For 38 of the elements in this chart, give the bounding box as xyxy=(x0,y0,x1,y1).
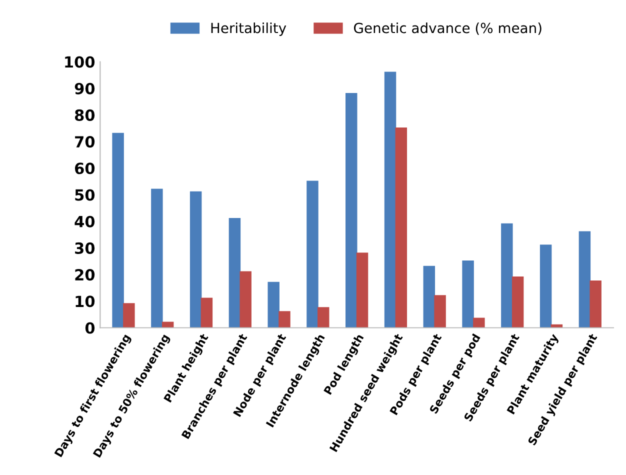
legend-label: Genetic advance (% mean) xyxy=(354,22,542,35)
bar xyxy=(268,282,280,328)
bar xyxy=(318,307,330,328)
bar xyxy=(434,295,446,328)
y-tick-label: 100 xyxy=(65,56,95,68)
bar xyxy=(590,280,602,328)
bar xyxy=(395,128,408,328)
bar xyxy=(240,271,252,328)
bar xyxy=(190,191,202,328)
y-tick-label: 0 xyxy=(85,322,95,334)
bar xyxy=(162,322,174,328)
bar xyxy=(473,318,485,328)
y-tick-label: 40 xyxy=(74,216,95,228)
bar xyxy=(384,72,396,328)
y-tick-label: 80 xyxy=(74,109,95,121)
bar xyxy=(578,231,591,328)
y-tick-label: 20 xyxy=(75,269,95,281)
y-tick-label: 70 xyxy=(75,136,95,148)
bar xyxy=(512,276,524,328)
bar xyxy=(501,223,513,328)
y-tick-label: 90 xyxy=(74,82,95,94)
y-tick-label: 50 xyxy=(75,189,95,201)
bar xyxy=(151,188,163,328)
bar xyxy=(228,218,241,328)
bar xyxy=(356,252,368,328)
y-tick-label: 60 xyxy=(74,162,95,174)
legend-label: Heritability xyxy=(211,22,286,36)
y-tick-label: 10 xyxy=(76,296,95,308)
bar xyxy=(123,303,135,328)
bar xyxy=(462,260,474,328)
bar xyxy=(346,92,358,328)
bar xyxy=(200,298,213,328)
bar xyxy=(278,311,290,328)
bar xyxy=(423,266,436,328)
bar xyxy=(540,244,552,328)
bar xyxy=(112,132,124,328)
y-tick-label: 30 xyxy=(75,242,95,254)
bar xyxy=(306,180,318,328)
